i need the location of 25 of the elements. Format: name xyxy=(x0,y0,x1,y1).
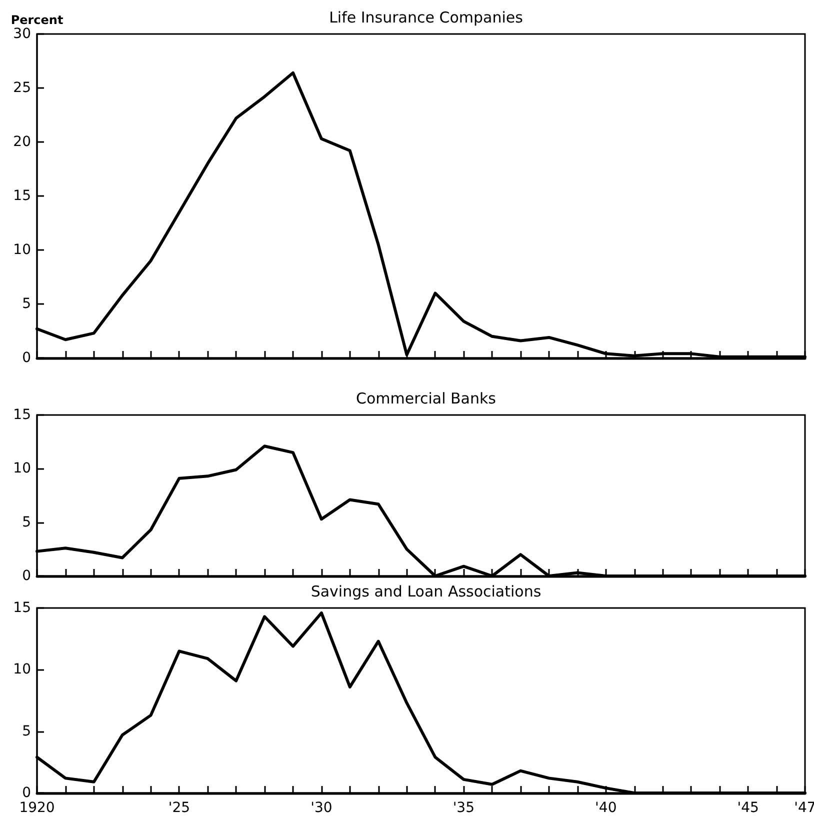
y-tick-label: 5 xyxy=(22,296,31,312)
y-axis-title: Percent xyxy=(10,13,64,27)
y-tick-label: 20 xyxy=(13,134,31,150)
y-tick-label: 0 xyxy=(22,568,31,584)
y-tick-label: 10 xyxy=(13,460,31,477)
y-tick-label: 10 xyxy=(13,242,31,258)
y-tick-label: 5 xyxy=(22,514,31,530)
x-tick-label: '40 xyxy=(595,800,617,816)
chart-title: Savings and Loan Associations xyxy=(310,582,542,600)
x-tick-label: '45 xyxy=(737,800,759,816)
y-tick-label: 15 xyxy=(13,188,31,204)
y-tick-label: 0 xyxy=(22,785,31,801)
x-tick-label: '30 xyxy=(310,800,332,816)
y-tick-label: 5 xyxy=(22,723,31,740)
y-tick-label: 30 xyxy=(13,26,31,42)
y-tick-label: 10 xyxy=(13,662,31,678)
x-tick-label: 1920 xyxy=(19,800,55,816)
chart-title: Life Insurance Companies xyxy=(329,8,524,26)
x-tick-label: '35 xyxy=(452,800,475,816)
x-tick-label: '25 xyxy=(168,800,190,816)
y-tick-label: 25 xyxy=(13,80,31,96)
y-tick-label: 15 xyxy=(13,407,31,423)
chart-title: Commercial Banks xyxy=(356,390,496,408)
y-tick-label: 15 xyxy=(13,600,31,616)
y-tick-label: 0 xyxy=(22,350,31,366)
